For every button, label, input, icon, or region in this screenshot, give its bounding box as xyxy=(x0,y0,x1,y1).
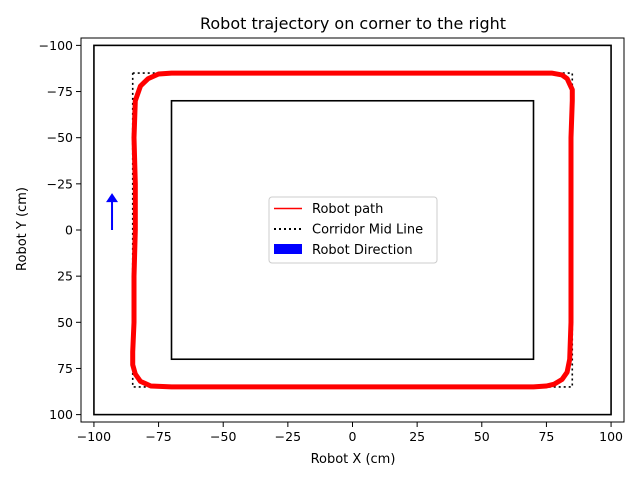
robot-direction-arrow-head xyxy=(106,193,119,203)
legend: Robot path Corridor Mid Line Robot Direc… xyxy=(268,196,438,264)
y-tick-label: −75 xyxy=(47,84,73,99)
x-tick-label: −50 xyxy=(210,429,236,444)
legend-label-robot-path: Robot path xyxy=(312,202,383,217)
y-tick-label: −25 xyxy=(47,176,73,191)
outer-wall xyxy=(93,44,612,416)
x-tick-label: 100 xyxy=(599,429,623,444)
axis-ticks: −100 −75 −50 −25 0 25 50 75 100 −100 −75 −50 −25 0 25 5… xyxy=(39,38,623,444)
y-tick-label: 75 xyxy=(57,361,73,376)
inner-wall xyxy=(170,99,535,361)
x-tick-label: −100 xyxy=(77,429,111,444)
x-tick-label: 75 xyxy=(538,429,554,444)
y-tick-label: 50 xyxy=(57,315,73,330)
x-tick-label: −75 xyxy=(145,429,171,444)
x-axis-label: Robot X (cm) xyxy=(311,452,396,467)
plot-marks xyxy=(93,44,612,416)
y-tick-label: 25 xyxy=(57,269,73,284)
x-tick-label: −25 xyxy=(275,429,301,444)
legend-swatch-robot-direction xyxy=(274,244,302,254)
chart-title: Robot trajectory on corner to the right xyxy=(200,14,506,33)
legend-label-corridor-mid-line: Corridor Mid Line xyxy=(312,223,423,238)
x-tick-label: 50 xyxy=(474,429,490,444)
legend-label-robot-direction: Robot Direction xyxy=(312,243,413,258)
y-tick-label: −100 xyxy=(39,38,73,53)
x-tick-label: 0 xyxy=(349,429,357,444)
x-tick-label: 25 xyxy=(409,429,425,444)
robot-path-line xyxy=(130,70,575,390)
y-axis-label: Robot Y (cm) xyxy=(15,187,30,271)
y-tick-label: −50 xyxy=(47,130,73,145)
y-tick-label: 100 xyxy=(49,407,73,422)
legend-box xyxy=(268,196,438,264)
y-tick-label: 0 xyxy=(65,223,73,238)
